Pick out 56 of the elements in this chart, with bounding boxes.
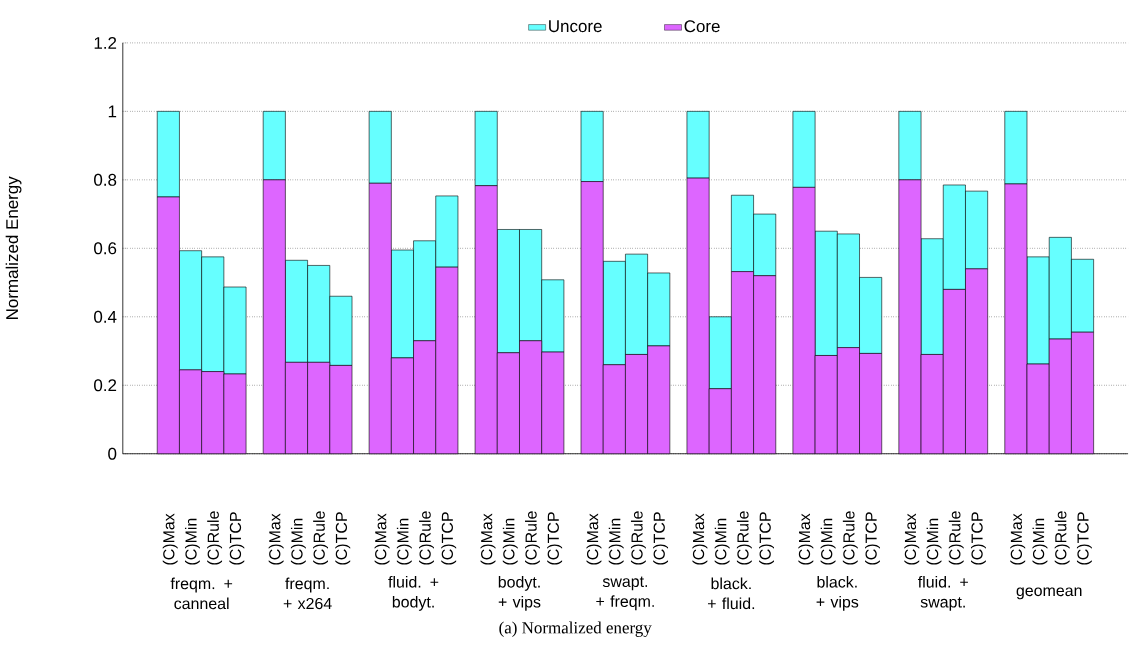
x-tick-label: (C)Min [502, 518, 518, 565]
y-tick-label: 0.4 [94, 310, 117, 323]
x-tick-label: (C)Rule [207, 511, 223, 565]
x-tick-label: (C)Min [396, 518, 412, 565]
text: fluid. + bodyt. [388, 575, 439, 611]
text: geomean [1016, 587, 1082, 600]
x-tick-label: (C)Rule [419, 511, 434, 565]
x-tick-label: (C)Rule [1054, 511, 1070, 565]
text: freqm. + x264 [283, 577, 332, 610]
x-tick-label: (C)Max [1010, 513, 1026, 565]
x-tick-label: (C)Max [268, 513, 284, 565]
y-tick-label: 1 [108, 105, 117, 118]
x-tick-label: (C)Max [904, 513, 920, 565]
x-tick-label: (C)TCP [865, 512, 880, 565]
y-tick-label: 0.2 [94, 379, 117, 392]
x-tick-label: (C)Min [608, 518, 624, 565]
y-tick-label: 1.2 [94, 36, 117, 49]
x-tick-label: (C)Min [184, 518, 200, 565]
y-axis-title: Normalized Energy [5, 176, 22, 319]
y-tick-label: 0.8 [94, 173, 117, 186]
x-tick-label: (C)Rule [842, 511, 858, 565]
x-tick-label: (C)TCP [653, 512, 669, 565]
x-tick-label: (C)Max [374, 513, 390, 565]
text: fluid. + swapt. [917, 575, 968, 611]
y-tick-label: 0 [108, 447, 117, 460]
x-tick-label: (C)Max [586, 513, 602, 565]
x-tick-label: (C)Min [926, 518, 942, 565]
x-tick-label: (C)Rule [948, 511, 964, 565]
x-tick-label: (C)Max [162, 513, 178, 565]
x-tick-label: (C)TCP [441, 512, 457, 565]
x-tick-label: (C)Max [692, 513, 708, 565]
y-tick-label: 0.6 [94, 242, 117, 255]
text: black. + fluid. [707, 577, 755, 610]
text: freqm. + canneal [170, 577, 233, 610]
legend-label: Uncore [549, 20, 602, 33]
legend-label: Core [684, 20, 720, 33]
x-tick-label: (C)Rule [313, 511, 328, 565]
text: bodyt. + vips [498, 575, 541, 611]
x-tick-label: (C)TCP [229, 512, 245, 565]
x-tick-label: (C)Rule [736, 511, 752, 565]
x-tick-label: (C)Min [820, 518, 836, 565]
x-tick-label: (C)Rule [630, 511, 646, 565]
text: (a) Normalized energy [499, 621, 652, 637]
x-tick-label: (C)Min [714, 518, 730, 565]
text: black. + vips [816, 575, 859, 611]
x-tick-label: (C)Min [1032, 518, 1048, 565]
x-tick-label: (C)TCP [759, 512, 774, 565]
x-tick-label: (C)TCP [971, 512, 986, 565]
x-tick-label: (C)Max [798, 513, 814, 565]
x-tick-label: (C)Min [290, 518, 306, 565]
x-tick-label: (C)Rule [525, 511, 540, 565]
x-tick-label: (C)TCP [335, 512, 351, 565]
x-tick-label: (C)TCP [1076, 512, 1092, 565]
x-tick-label: (C)TCP [547, 512, 563, 565]
text: swapt. + freqm. [596, 576, 654, 611]
x-tick-label: (C)Max [480, 513, 496, 565]
